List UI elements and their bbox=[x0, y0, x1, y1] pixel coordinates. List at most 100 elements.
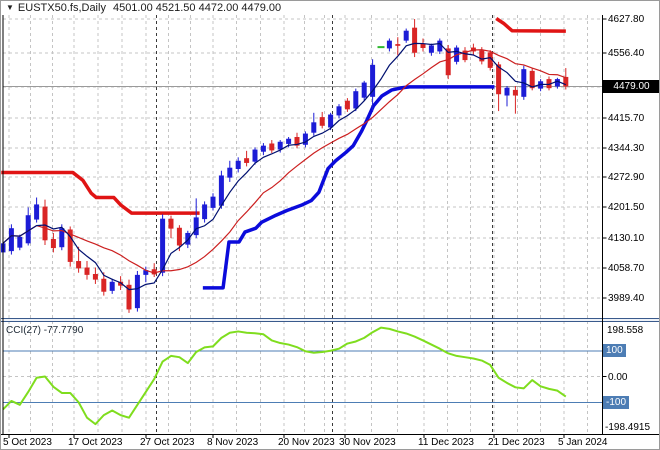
bull-candle bbox=[302, 133, 308, 145]
bear-candle bbox=[269, 143, 275, 151]
date-axis-label: 21 Dec 2023 bbox=[488, 437, 545, 448]
candles-layer bbox=[1, 19, 569, 313]
bear-candle bbox=[462, 50, 468, 61]
date-axis-label: 5 Oct 2023 bbox=[3, 437, 52, 448]
ma-fast-line bbox=[2, 42, 567, 291]
bear-candle bbox=[118, 281, 124, 286]
bull-candle bbox=[277, 141, 283, 150]
bull-candle bbox=[437, 40, 443, 52]
price-axis-label: 4130.10 bbox=[608, 233, 645, 244]
bull-candle bbox=[361, 82, 367, 98]
cci-max-label: 198.558 bbox=[607, 325, 644, 336]
bear-candle bbox=[496, 64, 502, 95]
bull-candle bbox=[260, 145, 266, 152]
bull-candle bbox=[185, 232, 191, 245]
date-axis-label: 17 Oct 2023 bbox=[68, 437, 123, 448]
bull-candle bbox=[370, 64, 376, 97]
bull-candle bbox=[218, 175, 224, 206]
bear-candle bbox=[529, 70, 535, 89]
bear-candle bbox=[42, 206, 48, 241]
bear-candle bbox=[563, 76, 569, 87]
bull-candle bbox=[353, 91, 359, 109]
bear-candle bbox=[512, 89, 518, 96]
bull-candle bbox=[403, 30, 409, 41]
resistance-step-line bbox=[1, 170, 200, 215]
bull-candle bbox=[17, 236, 23, 248]
bear-candle bbox=[76, 261, 82, 269]
bear-candle bbox=[176, 227, 182, 246]
bull-candle bbox=[202, 204, 208, 220]
bear-candle bbox=[84, 267, 90, 275]
doji-candle bbox=[377, 46, 385, 49]
date-axis-label: 8 Nov 2023 bbox=[207, 437, 259, 448]
bull-candle bbox=[252, 149, 258, 162]
bear-candle bbox=[151, 269, 157, 275]
price-axis-label: 4201.50 bbox=[608, 202, 645, 213]
cci-indicator-label: CCI(27) -77.7790 bbox=[6, 325, 84, 336]
current-price-badge: 4479.00 bbox=[603, 79, 659, 93]
bull-candle bbox=[336, 106, 342, 116]
bear-candle bbox=[126, 284, 132, 310]
collapse-triangle-icon[interactable]: ▼ bbox=[6, 3, 14, 12]
bull-candle bbox=[193, 217, 199, 236]
bear-candle bbox=[344, 100, 350, 110]
support-step-line bbox=[202, 85, 495, 290]
symbol-period-label: EUSTX50.fs,Daily bbox=[17, 2, 106, 14]
bull-candle bbox=[8, 228, 14, 252]
bull-candle bbox=[386, 40, 392, 49]
bear-candle bbox=[412, 27, 418, 53]
bear-candle bbox=[420, 43, 426, 48]
bull-candle bbox=[134, 274, 140, 309]
bull-candle bbox=[59, 228, 65, 248]
bear-candle bbox=[319, 117, 325, 126]
cci-zero-label: 0.00 bbox=[608, 371, 628, 383]
bear-candle bbox=[92, 274, 98, 280]
bull-candle bbox=[235, 160, 241, 169]
price-axis-label: 4058.70 bbox=[608, 263, 645, 274]
cci-lower-level-badge: -100 bbox=[603, 395, 630, 409]
bear-candle bbox=[479, 50, 485, 62]
cci-upper-level-badge: 100 bbox=[603, 344, 626, 358]
pane-separator[interactable] bbox=[1, 319, 660, 322]
price-axis-label: 4272.90 bbox=[608, 172, 645, 183]
bear-candle bbox=[395, 44, 401, 46]
ma-slow-line bbox=[2, 49, 567, 274]
chart-title: ▼ EUSTX50.fs,Daily 4501.00 4521.50 4472.00… bbox=[6, 2, 281, 14]
bull-candle bbox=[554, 79, 560, 87]
bear-candle bbox=[244, 158, 250, 163]
bear-candle bbox=[445, 48, 451, 76]
bear-candle bbox=[101, 278, 107, 292]
bull-candle bbox=[428, 45, 434, 53]
bull-candle bbox=[504, 87, 510, 96]
date-axis-label: 11 Dec 2023 bbox=[418, 437, 474, 448]
cci-line bbox=[2, 326, 567, 426]
price-axis-label: 4556.40 bbox=[608, 48, 645, 59]
bull-candle bbox=[25, 215, 31, 244]
price-axis-label: 4627.80 bbox=[608, 14, 645, 25]
bear-candle bbox=[67, 229, 73, 262]
bull-candle bbox=[34, 204, 40, 220]
title-ohlc-values: 4501.00 4521.50 4472.00 4479.00 bbox=[112, 2, 282, 14]
date-axis-label: 30 Nov 2023 bbox=[339, 437, 396, 448]
bear-candle bbox=[168, 218, 174, 229]
price-axis-label: 4415.70 bbox=[608, 113, 645, 124]
date-axis-label: 5 Jan 2024 bbox=[558, 437, 608, 448]
bear-candle bbox=[50, 238, 56, 249]
bull-candle bbox=[160, 218, 166, 273]
resistance-step-line bbox=[495, 17, 566, 33]
bull-candle bbox=[227, 167, 233, 178]
bull-candle bbox=[143, 270, 149, 275]
price-axis-label: 4344.30 bbox=[608, 143, 645, 154]
bull-candle bbox=[328, 114, 334, 128]
bull-candle bbox=[286, 138, 292, 144]
bull-candle bbox=[311, 122, 317, 133]
bear-candle bbox=[294, 137, 300, 146]
bull-candle bbox=[109, 281, 115, 291]
date-axis-label: 20 Nov 2023 bbox=[278, 437, 335, 448]
bear-candle bbox=[487, 52, 493, 68]
bull-candle bbox=[210, 196, 216, 208]
cci-min-label: -198.4915 bbox=[605, 422, 651, 433]
date-axis-label: 27 Oct 2023 bbox=[140, 437, 195, 448]
